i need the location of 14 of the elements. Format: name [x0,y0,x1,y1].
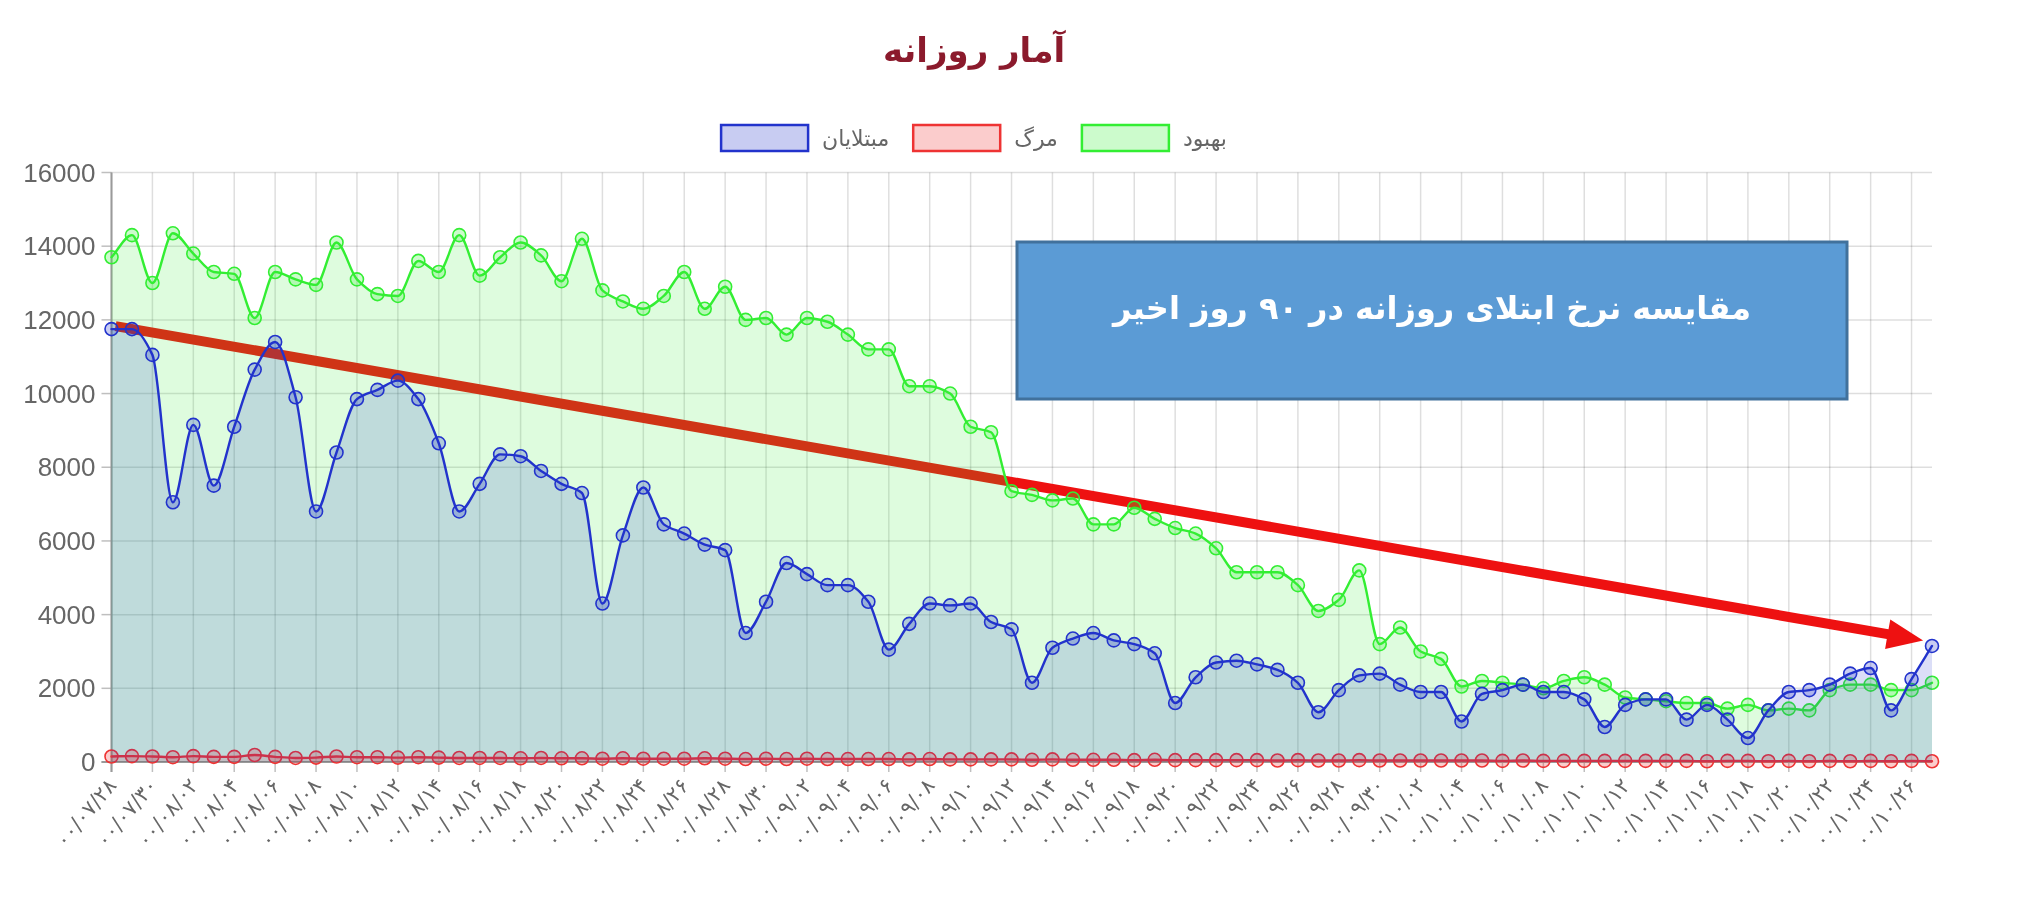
y-tick-label: 14000 [23,231,96,262]
y-tick-label: 6000 [37,525,96,556]
legend-label: مبتلایان [822,125,890,151]
y-tick-label: 12000 [23,304,96,335]
y-tick-label: 10000 [23,378,96,409]
chart-title: آمار روزانه [882,29,1067,71]
y-tick-label: 2000 [37,673,96,704]
y-tick-label: 16000 [23,157,96,188]
annotation: مقایسه نرخ ابتلای روزانه در ۹۰ روز اخیر [1110,289,1752,327]
legend-label: بهبود [1182,125,1227,151]
y-tick-label: 8000 [37,452,96,483]
legend-label: مرگ [1014,125,1058,151]
y-tick-label: 0 [81,747,96,777]
y-tick-label: 4000 [37,599,96,630]
